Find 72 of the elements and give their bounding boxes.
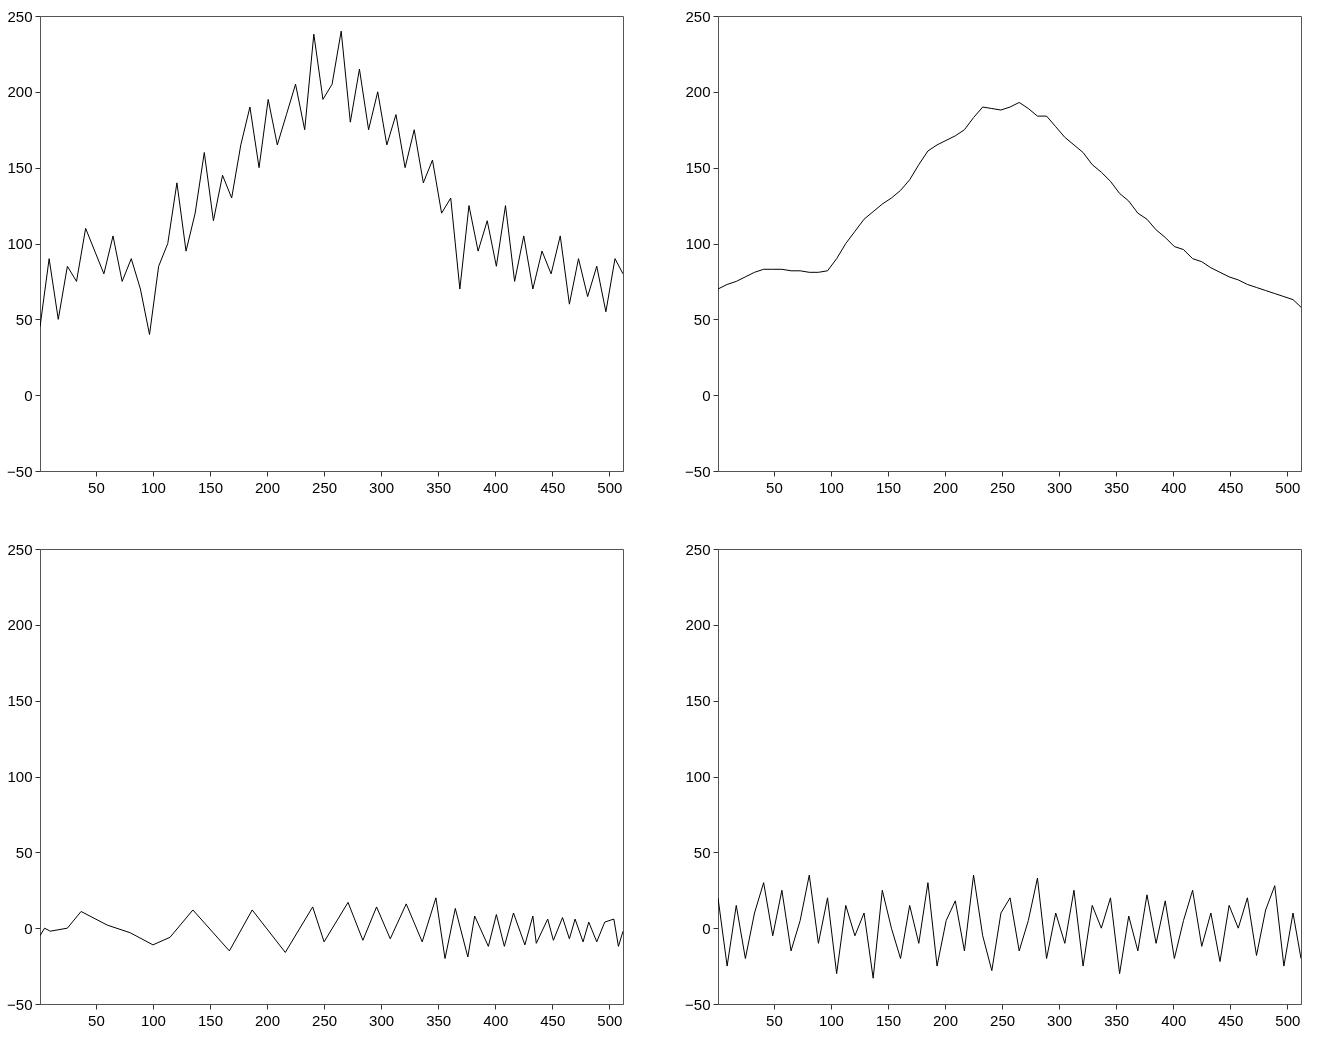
x-tick-label: 300 bbox=[369, 478, 395, 496]
x-tick-label: 400 bbox=[1161, 478, 1187, 496]
line-series bbox=[718, 874, 1301, 979]
line-series bbox=[718, 101, 1301, 308]
y-tick-label: 50 bbox=[693, 843, 711, 861]
x-tick-label: 400 bbox=[483, 1011, 509, 1029]
x-tick-label: 100 bbox=[140, 1011, 166, 1029]
y-tick-label: 150 bbox=[7, 159, 33, 177]
x-tick-label: 500 bbox=[597, 1011, 623, 1029]
x-tick-label: 250 bbox=[990, 478, 1016, 496]
x-tick-label: 100 bbox=[140, 478, 166, 496]
x-tick-label: 50 bbox=[88, 1011, 105, 1029]
x-tick-label: 500 bbox=[1275, 478, 1301, 496]
x-tick-label: 350 bbox=[1104, 478, 1130, 496]
x-tick-label: 150 bbox=[197, 1011, 224, 1029]
x-tick-label: 300 bbox=[369, 1011, 395, 1029]
y-tick-label: 150 bbox=[685, 692, 711, 710]
y-tick-label: 0 bbox=[24, 386, 33, 404]
x-tick-label: 150 bbox=[875, 1011, 902, 1029]
x-tick-label: 350 bbox=[426, 1011, 452, 1029]
x-tick-label: 500 bbox=[597, 478, 623, 496]
y-tick-label: 150 bbox=[7, 692, 33, 710]
x-tick-label: 50 bbox=[766, 1011, 783, 1029]
x-tick-label: 300 bbox=[1047, 1011, 1073, 1029]
y-tick-label: 50 bbox=[15, 310, 33, 328]
y-tick-label: 250 bbox=[7, 540, 33, 558]
x-tick-label: 200 bbox=[933, 1011, 959, 1029]
x-tick-label: 450 bbox=[540, 1011, 566, 1029]
x-tick-label: 500 bbox=[1275, 1011, 1301, 1029]
x-tick-label: 400 bbox=[1161, 1011, 1187, 1029]
y-tick-label: 100 bbox=[7, 768, 33, 785]
line-series bbox=[40, 30, 623, 335]
y-tick-label: 250 bbox=[685, 7, 711, 25]
x-tick-label: 250 bbox=[990, 1011, 1016, 1029]
y-tick-label: 0 bbox=[702, 919, 711, 937]
y-tick-label: 0 bbox=[702, 386, 711, 404]
y-tick-label: 200 bbox=[685, 616, 711, 634]
y-tick-label: 200 bbox=[685, 83, 711, 101]
y-tick-label: −50 bbox=[685, 995, 711, 1013]
x-tick-label: 400 bbox=[483, 478, 509, 496]
y-tick-label: 0 bbox=[24, 919, 33, 937]
y-tick-label: 50 bbox=[693, 310, 711, 328]
x-tick-label: 450 bbox=[1218, 1011, 1244, 1029]
y-tick-label: 50 bbox=[15, 843, 33, 861]
y-tick-label: −50 bbox=[7, 462, 33, 480]
x-tick-label: 300 bbox=[1047, 478, 1073, 496]
x-tick-label: 250 bbox=[312, 478, 338, 496]
x-tick-label: 50 bbox=[88, 478, 105, 496]
x-tick-label: 200 bbox=[255, 1011, 281, 1029]
y-tick-label: −50 bbox=[7, 995, 33, 1013]
y-tick-label: 100 bbox=[685, 768, 711, 785]
x-tick-label: 450 bbox=[540, 478, 566, 496]
line-series bbox=[40, 897, 623, 959]
y-tick-label: −50 bbox=[685, 462, 711, 480]
y-tick-label: 250 bbox=[7, 7, 33, 25]
x-tick-label: 250 bbox=[312, 1011, 338, 1029]
y-tick-label: 200 bbox=[7, 616, 33, 634]
y-tick-label: 150 bbox=[685, 159, 711, 177]
x-tick-label: 150 bbox=[875, 478, 902, 496]
x-tick-label: 150 bbox=[197, 478, 224, 496]
x-tick-label: 50 bbox=[766, 478, 783, 496]
y-tick-label: 250 bbox=[685, 540, 711, 558]
x-tick-label: 450 bbox=[1218, 478, 1244, 496]
x-tick-label: 100 bbox=[818, 478, 844, 496]
x-tick-label: 200 bbox=[255, 478, 281, 496]
y-tick-label: 200 bbox=[7, 83, 33, 101]
x-tick-label: 200 bbox=[933, 478, 959, 496]
x-tick-label: 350 bbox=[1104, 1011, 1130, 1029]
x-tick-label: 100 bbox=[818, 1011, 844, 1029]
y-tick-label: 100 bbox=[685, 235, 711, 252]
x-tick-label: 350 bbox=[426, 478, 452, 496]
y-tick-label: 100 bbox=[7, 235, 33, 252]
